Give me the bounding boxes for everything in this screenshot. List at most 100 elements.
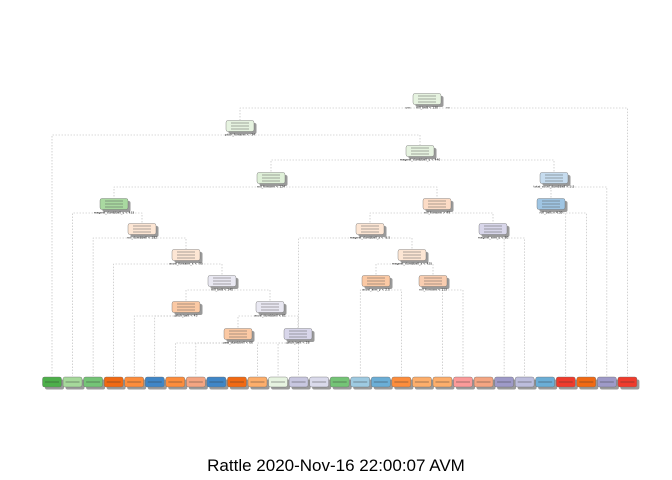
leaf-node	[268, 376, 291, 390]
leaf-node	[432, 376, 455, 390]
leaf-node	[124, 376, 147, 390]
leaf-node	[83, 376, 106, 390]
tree-node: roll_belt < 145	[207, 275, 239, 292]
node-stat-mark	[418, 101, 436, 103]
split-label: roll_belt < 130	[416, 106, 438, 110]
tree-leaves	[42, 376, 640, 390]
leaf-node	[453, 376, 475, 390]
split-label: roll_belt < 145	[211, 288, 233, 292]
leaf-stat-mark	[271, 381, 286, 383]
tree-node: magnet_dumbbell_z < 425	[392, 249, 432, 266]
leaf-node	[556, 376, 578, 390]
split-no-label: no	[446, 106, 450, 110]
leaf-stat-mark	[558, 381, 573, 383]
leaf-node	[617, 376, 640, 390]
node-stat-mark	[418, 95, 436, 97]
decision-tree: roll_belt < 130 yes no pitch_forearm < -34 m…	[42, 93, 640, 390]
leaf-stat-mark	[517, 381, 532, 383]
node-stat-mark	[367, 283, 385, 285]
leaf-stat-mark	[106, 381, 121, 383]
plot-caption: Rattle 2020-Nov-16 22:00:07 AVM	[207, 456, 465, 475]
leaf-stat-mark	[414, 381, 429, 383]
node-stat-mark	[177, 251, 195, 253]
node-stat-mark	[105, 203, 123, 205]
split-label: accel_dumbbell < 61	[254, 314, 286, 318]
node-stat-mark	[542, 203, 560, 205]
tree-node: magnet_dumbbell_y < 433	[94, 198, 134, 215]
tree-node: roll_forearm < 113	[418, 275, 450, 292]
leaf-stat-mark	[147, 381, 162, 383]
tree-node: pitch_belt < 43	[171, 301, 203, 318]
leaf-node	[514, 376, 537, 390]
tree-edge	[51, 132, 241, 376]
leaf-stat-mark	[45, 381, 59, 383]
node-stat-mark	[262, 180, 280, 182]
node-stat-mark	[229, 330, 247, 332]
node-stat-mark	[261, 309, 279, 311]
leaf-stat-mark	[579, 381, 594, 383]
tree-edge	[492, 235, 525, 376]
node-stat-mark	[542, 200, 560, 202]
leaf-stat-mark	[476, 381, 491, 383]
tree-edge	[492, 235, 505, 376]
leaf-node	[350, 376, 373, 390]
leaf-stat-mark	[127, 381, 142, 383]
node-stat-mark	[289, 336, 307, 338]
node-stat-mark	[177, 309, 195, 311]
split-label: magnet_dumbbell_z < 425	[392, 262, 432, 266]
leaf-node	[206, 376, 229, 390]
split-label: accel_arm_y < 2.5	[362, 288, 390, 292]
leaf-node	[535, 376, 558, 390]
tree-edge	[550, 210, 567, 376]
node-stat-mark	[213, 277, 231, 279]
node-stat-mark	[367, 277, 385, 279]
node-stat-mark	[361, 225, 379, 227]
leaf-stat-mark	[332, 381, 347, 383]
leaf-node	[391, 376, 414, 390]
tree-edge	[270, 157, 421, 172]
node-stat-mark	[545, 174, 563, 176]
node-stat-mark	[424, 283, 442, 285]
node-stat-mark	[177, 303, 195, 305]
split-label: pitch_belt < 28	[287, 341, 310, 345]
leaf-stat-mark	[250, 381, 265, 383]
node-stat-mark	[289, 333, 307, 335]
tree-edge	[154, 313, 187, 376]
leaf-stat-mark	[86, 381, 101, 383]
split-label: magnet_arm_y < 80	[478, 236, 509, 240]
node-stat-mark	[403, 257, 421, 259]
tree-node: accel_arm_y < 2.5	[361, 275, 393, 292]
node-stat-mark	[424, 280, 442, 282]
tree-node: pitch_belt < 28	[283, 328, 315, 345]
split-label: pitch_belt < 43	[175, 314, 198, 318]
tree-edge	[432, 287, 464, 376]
split-label: magnet_dumbbell_z < -8.5	[350, 236, 391, 240]
split-label: yaw_dumbbell < 66	[223, 341, 253, 345]
leaf-node	[288, 376, 311, 390]
leaf-stat-mark	[599, 381, 614, 383]
node-stat-mark	[105, 206, 123, 208]
node-stat-mark	[424, 277, 442, 279]
tree-edge	[113, 184, 272, 198]
leaf-node	[186, 376, 208, 390]
node-stat-mark	[177, 306, 195, 308]
tree-node: pitch_forearm < -34	[225, 120, 257, 137]
leaf-stat-mark	[620, 381, 635, 383]
split-yes-label: yes	[405, 106, 411, 110]
tree-node: magnet_arm_y < 80	[478, 223, 510, 240]
tree-edge	[239, 132, 421, 145]
leaf-stat-mark	[497, 381, 512, 383]
node-stat-mark	[213, 280, 231, 282]
node-stat-mark	[262, 177, 280, 179]
tree-node: roll_forearm > 49	[422, 198, 454, 215]
tree-node: accel_forearm_x < -90	[169, 249, 203, 266]
leaf-stat-mark	[394, 381, 409, 383]
tree-node: roll_forearm < 124	[256, 172, 288, 189]
node-stat-mark	[177, 254, 195, 256]
node-stat-mark	[361, 231, 379, 233]
leaf-node	[227, 376, 249, 390]
tree-edges	[51, 105, 628, 376]
tree-edge	[426, 105, 628, 376]
leaf-stat-mark	[188, 381, 203, 383]
split-label: magnet_dumbbell_y < 440	[400, 158, 441, 162]
